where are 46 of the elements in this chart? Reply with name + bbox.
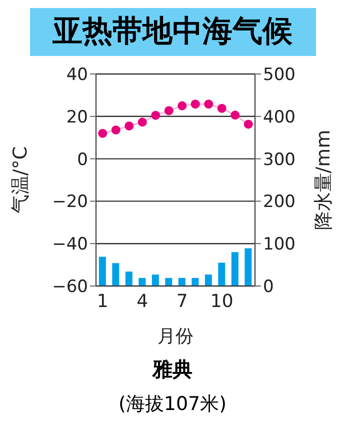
bar: [98, 256, 106, 286]
point: [178, 101, 187, 110]
y-tick-label: −40: [52, 234, 88, 255]
y2-axis-title: 降水量/mm: [312, 130, 335, 230]
bar: [231, 252, 238, 286]
bar: [218, 262, 226, 286]
point: [138, 118, 147, 127]
y2-tick-label: 0: [263, 277, 274, 298]
y2-tick-label: 300: [263, 150, 296, 170]
y-tick-label: 40: [66, 65, 88, 86]
y-tick-label: 0: [77, 150, 88, 170]
y-tick-label: 20: [66, 107, 88, 128]
bar: [178, 278, 186, 286]
bar: [204, 274, 212, 286]
bar: [165, 278, 172, 286]
point: [164, 106, 174, 116]
x-tick-label: 10: [210, 290, 234, 312]
point: [151, 110, 160, 120]
text: 雅典: [151, 356, 194, 383]
y2-tick-label: 100: [263, 234, 296, 255]
point: [204, 100, 214, 109]
point: [98, 128, 108, 138]
y-axis-title: 气温/°C: [10, 146, 32, 214]
point: [111, 125, 120, 134]
bar: [125, 272, 132, 286]
bar: [192, 278, 199, 286]
y2-tick-label: 500: [263, 65, 296, 86]
y2-tick-label: 400: [263, 107, 296, 128]
x-tick-label: 4: [136, 290, 148, 312]
y-tick-label: −20: [52, 192, 88, 212]
bar: [152, 274, 159, 286]
y2-tick-label: 200: [263, 192, 296, 212]
point: [217, 104, 226, 113]
x-tick-label: 1: [96, 290, 108, 312]
point: [244, 120, 253, 129]
point: [124, 121, 134, 130]
point: [230, 110, 240, 120]
x-axis-title: 月份: [158, 326, 194, 347]
bar: [138, 278, 146, 286]
point: [190, 100, 200, 109]
x-tick-label: 7: [176, 290, 188, 312]
text: (海拔107米): [117, 392, 228, 417]
bar: [244, 248, 252, 286]
y-tick-label: −60: [52, 277, 88, 298]
bar: [112, 263, 120, 286]
chart-title: 亚热带地中海气候: [30, 8, 316, 56]
